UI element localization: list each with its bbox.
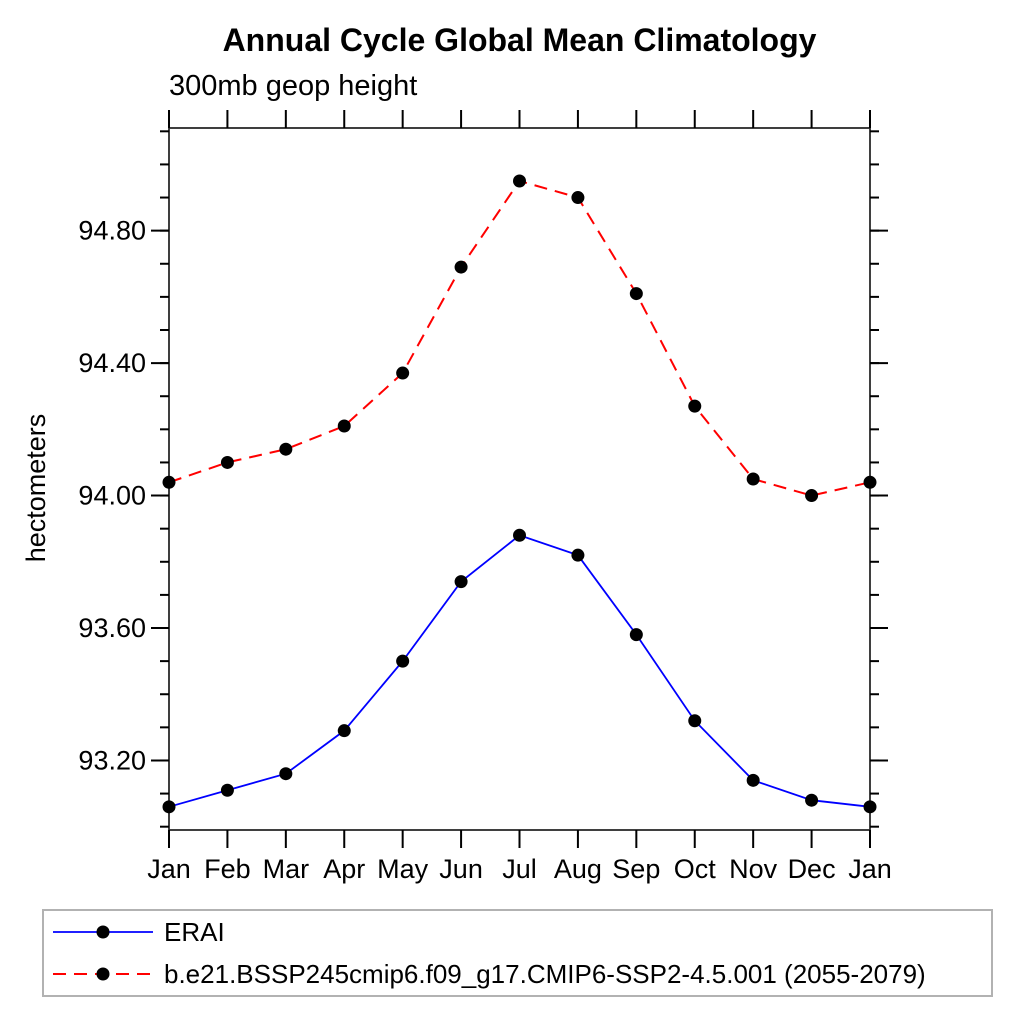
x-tick-label: May bbox=[377, 854, 429, 884]
y-tick-label: 93.20 bbox=[78, 745, 146, 775]
x-tick-label: Jan bbox=[848, 854, 892, 884]
legend-label-model: b.e21.BSSP245cmip6.f09_g17.CMIP6-SSP2-4.… bbox=[164, 958, 926, 989]
data-point-marker bbox=[688, 714, 702, 728]
data-point-marker bbox=[337, 724, 351, 738]
x-tick-label: Sep bbox=[612, 854, 660, 884]
chart-subtitle: 300mb geop height bbox=[169, 70, 418, 102]
data-point-marker bbox=[279, 442, 293, 456]
data-point-marker bbox=[746, 773, 760, 787]
x-tick-label: Jul bbox=[502, 854, 537, 884]
x-tick-label: Nov bbox=[729, 854, 778, 884]
model-sample-marker-icon bbox=[96, 967, 110, 981]
model-line-sample bbox=[53, 967, 153, 981]
data-point-marker bbox=[454, 575, 468, 589]
data-point-marker bbox=[863, 800, 877, 814]
legend-item-erai: ERAI bbox=[44, 911, 991, 953]
data-point-marker bbox=[629, 287, 643, 301]
x-tick-label: Jan bbox=[147, 854, 191, 884]
axis-border bbox=[168, 127, 871, 831]
data-point-marker bbox=[220, 455, 234, 469]
data-point-marker bbox=[805, 489, 819, 503]
data-point-marker bbox=[162, 800, 176, 814]
data-point-marker bbox=[805, 793, 819, 807]
y-tick-label: 93.60 bbox=[78, 613, 146, 643]
data-point-marker bbox=[337, 419, 351, 433]
data-point-marker bbox=[513, 528, 526, 542]
data-point-marker bbox=[571, 191, 585, 205]
data-point-marker bbox=[746, 472, 760, 486]
legend: ERAI b.e21.BSSP245cmip6.f09_g17.CMIP6-SS… bbox=[42, 909, 993, 997]
data-point-marker bbox=[688, 399, 702, 413]
x-tick-label: Feb bbox=[204, 854, 251, 884]
data-point-marker bbox=[279, 767, 293, 781]
erai-line bbox=[168, 534, 871, 808]
y-tick-label: 94.40 bbox=[78, 348, 146, 378]
chart-title: Annual Cycle Global Mean Climatology bbox=[222, 22, 817, 58]
data-point-marker bbox=[396, 366, 410, 380]
x-tick-label: Dec bbox=[788, 854, 836, 884]
data-point-marker bbox=[454, 260, 468, 274]
data-point-marker bbox=[396, 654, 410, 668]
y-tick-label: 94.00 bbox=[78, 481, 146, 511]
model-line bbox=[168, 179, 871, 497]
x-tick-label: Mar bbox=[263, 854, 310, 884]
data-point-marker bbox=[513, 174, 526, 188]
y-tick-label: 94.80 bbox=[78, 216, 146, 246]
data-point-marker bbox=[220, 783, 234, 797]
data-point-marker bbox=[629, 628, 643, 642]
data-point-marker bbox=[863, 475, 877, 489]
x-tick-label: Apr bbox=[323, 854, 365, 884]
erai-line-sample bbox=[53, 925, 153, 939]
data-point-marker bbox=[162, 475, 176, 489]
legend-label-erai: ERAI bbox=[164, 916, 225, 947]
erai-sample-marker-icon bbox=[96, 925, 110, 939]
x-tick-label: Jun bbox=[439, 854, 483, 884]
x-tick-label: Oct bbox=[674, 854, 717, 884]
legend-item-model: b.e21.BSSP245cmip6.f09_g17.CMIP6-SSP2-4.… bbox=[44, 953, 991, 995]
x-tick-label: Aug bbox=[554, 854, 602, 884]
data-point-marker bbox=[571, 548, 585, 562]
